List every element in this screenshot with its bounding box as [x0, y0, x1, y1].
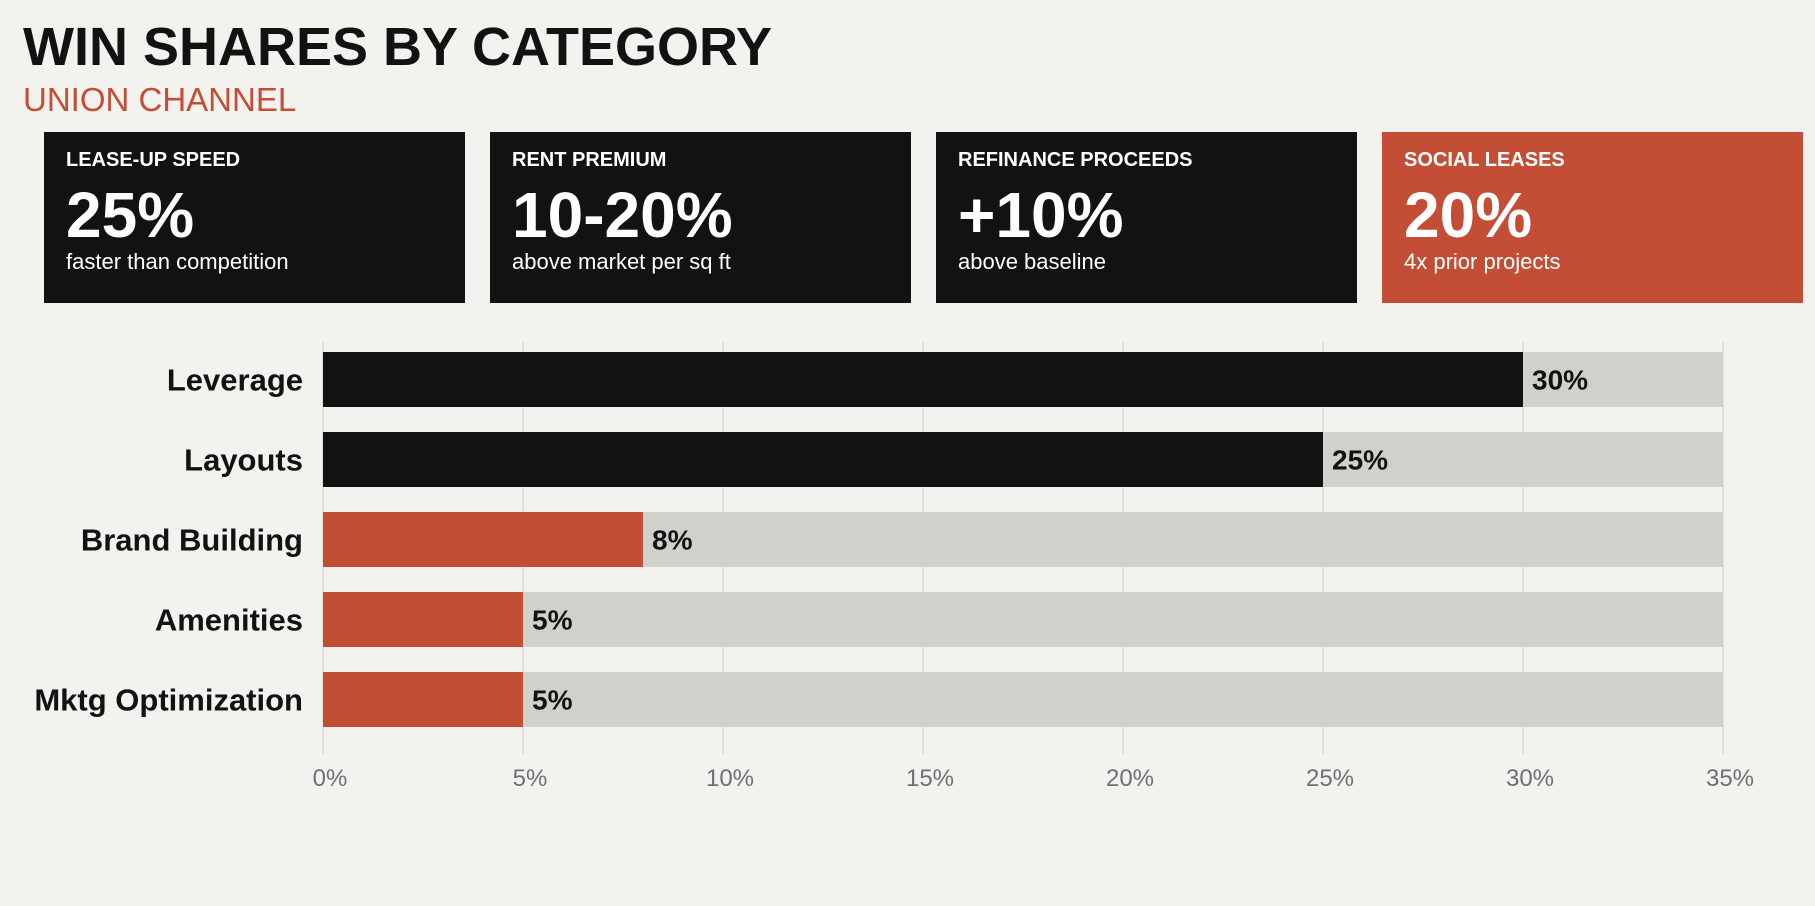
value-label: 25%: [1332, 445, 1388, 476]
x-tick-label: 30%: [1506, 765, 1554, 792]
kpi-card-rent-premium: RENT PREMIUM 10-20% above market per sq …: [490, 132, 911, 303]
kpi-label: SOCIAL LEASES: [1404, 149, 1565, 171]
x-tick-label: 10%: [706, 765, 754, 792]
value-label: 8%: [652, 525, 693, 556]
x-tick-label: 35%: [1706, 765, 1754, 792]
kpi-label: LEASE-UP SPEED: [66, 149, 241, 171]
kpi-description: above market per sq ft: [512, 249, 731, 275]
category-label: Leverage: [167, 363, 303, 398]
category-label: Amenities: [155, 603, 303, 638]
bar-layouts: [323, 432, 1323, 487]
kpi-card-social-leases: SOCIAL LEASES 20% 4x prior projects: [1382, 132, 1803, 303]
value-label: 5%: [532, 605, 573, 636]
kpi-value: +10%: [958, 179, 1124, 251]
kpi-description: above baseline: [958, 249, 1107, 275]
x-tick-label: 25%: [1306, 765, 1354, 792]
bar-leverage: [323, 352, 1523, 407]
page-title: WIN SHARES BY CATEGORY: [23, 17, 773, 77]
kpi-label: REFINANCE PROCEEDS: [958, 149, 1193, 171]
kpi-card-lease-up-speed: LEASE-UP SPEED 25% faster than competiti…: [44, 132, 465, 303]
kpi-card-refinance-proceeds: REFINANCE PROCEEDS +10% above baseline: [936, 132, 1357, 303]
x-tick-label: 0%: [313, 765, 348, 792]
category-label: Mktg Optimization: [34, 683, 303, 718]
kpi-description: faster than competition: [66, 249, 289, 275]
bar-track: [323, 672, 1723, 727]
x-tick-label: 15%: [906, 765, 954, 792]
category-label: Brand Building: [81, 523, 303, 558]
bar-mktg-optimization: [323, 672, 523, 727]
kpi-label: RENT PREMIUM: [512, 149, 667, 171]
x-tick-label: 5%: [513, 765, 548, 792]
bar-track: [323, 592, 1723, 647]
x-tick-label: 20%: [1106, 765, 1154, 792]
page-subtitle: UNION CHANNEL: [23, 81, 297, 118]
category-label: Layouts: [184, 443, 303, 478]
kpi-description: 4x prior projects: [1404, 249, 1561, 275]
bar-amenities: [323, 592, 523, 647]
value-label: 5%: [532, 685, 573, 716]
bar-brand-building: [323, 512, 643, 567]
bar-chart: 30% Leverage 25% Layouts 8% Brand Building 5% A…: [34, 342, 1754, 792]
kpi-value: 20%: [1404, 179, 1533, 251]
kpi-value: 10-20%: [512, 179, 733, 251]
value-label: 30%: [1532, 365, 1588, 396]
kpi-value: 25%: [66, 179, 195, 251]
